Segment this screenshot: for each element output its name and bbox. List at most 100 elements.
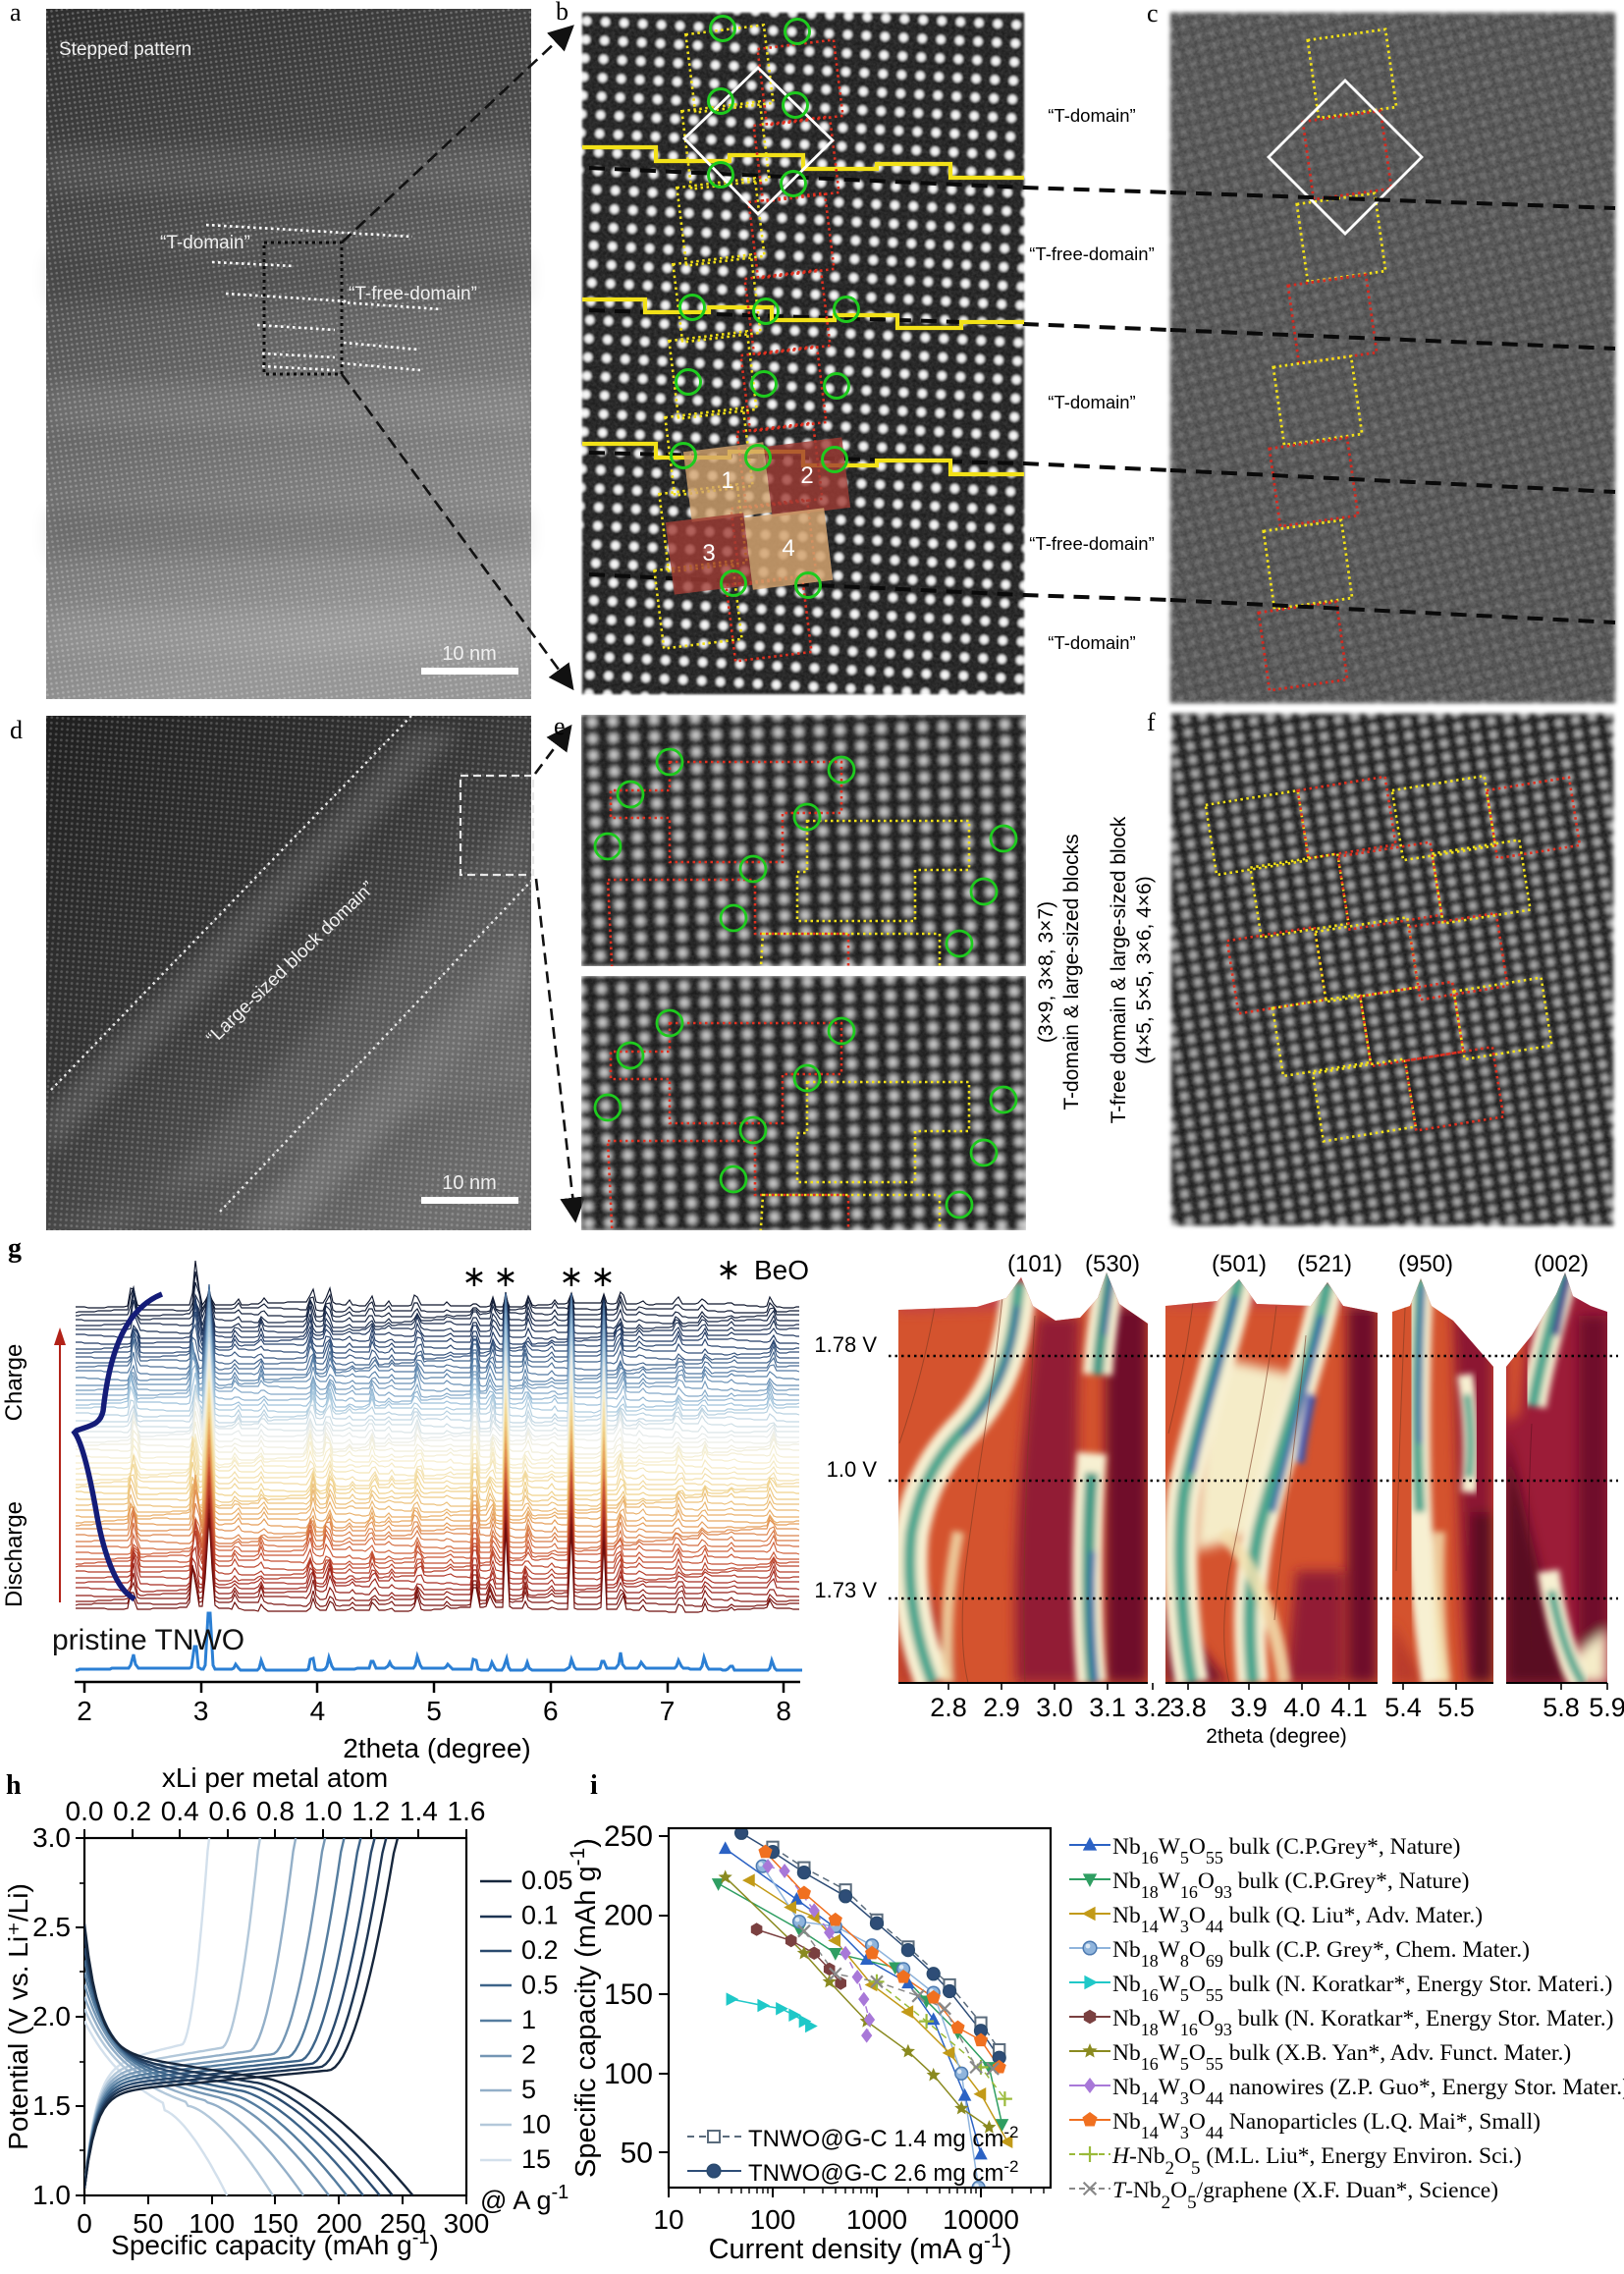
svg-text:0.8: 0.8 xyxy=(256,1796,295,1826)
svg-text:0.1: 0.1 xyxy=(521,1901,559,1930)
svg-text:0.5: 0.5 xyxy=(521,1971,559,2000)
svg-text:(501): (501) xyxy=(1212,1251,1267,1277)
svg-text:“T-domain”: “T-domain” xyxy=(1048,392,1135,412)
svg-text:(002): (002) xyxy=(1534,1251,1589,1277)
svg-text:“T-domain”: “T-domain” xyxy=(1048,632,1135,653)
svg-text:6: 6 xyxy=(543,1696,559,1726)
svg-text:2.5: 2.5 xyxy=(32,1912,71,1942)
svg-text:3: 3 xyxy=(702,540,715,567)
svg-text:Potential (V vs. Li⁺/Li): Potential (V vs. Li⁺/Li) xyxy=(3,1883,33,2150)
svg-text:1.5: 1.5 xyxy=(32,2090,71,2121)
svg-text:Discharge: Discharge xyxy=(1,1501,27,1607)
svg-text:d: d xyxy=(10,716,23,744)
svg-text:∗: ∗ xyxy=(461,1261,486,1293)
svg-text:1.0 V: 1.0 V xyxy=(827,1457,878,1482)
svg-text:3.0: 3.0 xyxy=(32,1822,71,1853)
svg-text:2.9: 2.9 xyxy=(983,1693,1020,1722)
svg-text:pristine TNWO: pristine TNWO xyxy=(52,1624,244,1656)
svg-text:∗: ∗ xyxy=(559,1261,583,1293)
svg-text:4.0: 4.0 xyxy=(1283,1693,1321,1722)
svg-text:100: 100 xyxy=(189,2208,235,2239)
svg-text:(3×9, 3×8, 3×7): (3×9, 3×8, 3×7) xyxy=(1035,901,1057,1043)
svg-text:1.4: 1.4 xyxy=(400,1796,438,1826)
svg-text:b: b xyxy=(556,0,568,26)
svg-text:1: 1 xyxy=(521,2005,536,2034)
svg-text:4: 4 xyxy=(782,535,794,562)
svg-text:100: 100 xyxy=(750,2204,796,2235)
svg-text:2.8: 2.8 xyxy=(930,1693,967,1722)
svg-text:4: 4 xyxy=(310,1696,326,1726)
svg-text:10 nm: 10 nm xyxy=(442,1172,497,1194)
svg-text:1.0: 1.0 xyxy=(304,1796,343,1826)
svg-text:h: h xyxy=(6,1770,22,1801)
svg-text:2: 2 xyxy=(800,462,813,489)
svg-text:1.78 V: 1.78 V xyxy=(814,1332,877,1357)
svg-text:(950): (950) xyxy=(1398,1251,1453,1277)
svg-text:7: 7 xyxy=(660,1696,676,1726)
svg-text:(101): (101) xyxy=(1007,1251,1062,1277)
svg-text:2theta (degree): 2theta (degree) xyxy=(1206,1725,1347,1748)
svg-text:3.9: 3.9 xyxy=(1230,1693,1268,1722)
svg-text:0.2: 0.2 xyxy=(113,1796,151,1826)
svg-text:5.8: 5.8 xyxy=(1543,1693,1580,1722)
svg-text:5: 5 xyxy=(521,2075,536,2104)
svg-text:1.73 V: 1.73 V xyxy=(814,1578,877,1602)
svg-text:T-domain & large-sized blocks: T-domain & large-sized blocks xyxy=(1060,834,1083,1110)
svg-text:T-free domain & large-sized bl: T-free domain & large-sized block xyxy=(1108,816,1130,1123)
svg-text:Specific capacity (mAh g-1): Specific capacity (mAh g-1) xyxy=(111,2227,439,2260)
svg-text:“T-free-domain”: “T-free-domain” xyxy=(349,284,477,304)
svg-text:0.6: 0.6 xyxy=(208,1796,246,1826)
svg-text:“T-domain”: “T-domain” xyxy=(160,233,250,253)
svg-text:g: g xyxy=(8,1233,22,1264)
svg-text:Stepped pattern: Stepped pattern xyxy=(59,39,191,60)
svg-text:8: 8 xyxy=(776,1696,791,1726)
svg-text:TNWO@G-C 2.6 mg cm-2: TNWO@G-C 2.6 mg cm-2 xyxy=(748,2157,1019,2188)
svg-text:2: 2 xyxy=(77,1696,92,1726)
svg-text:10 nm: 10 nm xyxy=(442,643,497,665)
svg-text:200: 200 xyxy=(604,1900,653,1932)
svg-text:Current density (mA g-1): Current density (mA g-1) xyxy=(709,2230,1012,2266)
svg-text:10: 10 xyxy=(521,2110,551,2139)
svg-text:“T-domain”: “T-domain” xyxy=(1048,105,1135,126)
svg-text:“T-free-domain”: “T-free-domain” xyxy=(1029,244,1154,264)
svg-text:150: 150 xyxy=(252,2208,298,2239)
svg-text:200: 200 xyxy=(316,2208,362,2239)
svg-text:1: 1 xyxy=(721,467,733,494)
svg-text:2.0: 2.0 xyxy=(32,2001,71,2031)
svg-text:c: c xyxy=(1147,0,1159,27)
svg-text:0.2: 0.2 xyxy=(521,1935,559,1965)
svg-text:0.4: 0.4 xyxy=(161,1796,199,1826)
svg-text:2: 2 xyxy=(521,2040,536,2070)
svg-text:15: 15 xyxy=(521,2144,551,2174)
svg-text:5.4: 5.4 xyxy=(1384,1693,1422,1722)
svg-text:150: 150 xyxy=(604,1978,653,2011)
svg-text:50: 50 xyxy=(133,2208,163,2239)
svg-text:0: 0 xyxy=(77,2208,92,2239)
svg-text:BeO: BeO xyxy=(754,1255,809,1285)
svg-text:f: f xyxy=(1147,708,1156,736)
svg-text:0.05: 0.05 xyxy=(521,1866,573,1895)
svg-text:0.0: 0.0 xyxy=(66,1796,104,1826)
svg-text:3.1: 3.1 xyxy=(1089,1693,1126,1722)
svg-text:∗: ∗ xyxy=(716,1254,740,1286)
svg-text:1.2: 1.2 xyxy=(352,1796,390,1826)
svg-text:5.9: 5.9 xyxy=(1589,1693,1624,1722)
svg-text:∗: ∗ xyxy=(590,1261,615,1293)
svg-text:5.5: 5.5 xyxy=(1437,1693,1475,1722)
svg-text:(4×5, 5×5, 3×6, 4×6): (4×5, 5×5, 3×6, 4×6) xyxy=(1133,876,1156,1063)
svg-text:3: 3 xyxy=(193,1696,209,1726)
svg-text:Specific capacity (mAh g-1): Specific capacity (mAh g-1) xyxy=(567,1838,603,2178)
svg-text:1.0: 1.0 xyxy=(32,2180,71,2210)
svg-text:3.0: 3.0 xyxy=(1036,1693,1073,1722)
svg-text:∗: ∗ xyxy=(493,1261,517,1293)
svg-text:1000: 1000 xyxy=(846,2204,907,2235)
svg-text:(530): (530) xyxy=(1085,1251,1140,1277)
svg-text:e: e xyxy=(554,712,566,740)
svg-text:xLi per metal atom: xLi per metal atom xyxy=(162,1762,388,1793)
svg-text:3.2: 3.2 xyxy=(1134,1693,1171,1722)
svg-text:2theta (degree): 2theta (degree) xyxy=(343,1733,530,1763)
svg-text:“T-free-domain”: “T-free-domain” xyxy=(1029,533,1154,554)
svg-text:Charge: Charge xyxy=(1,1344,27,1422)
svg-text:100: 100 xyxy=(604,2058,653,2090)
svg-text:a: a xyxy=(10,0,22,27)
